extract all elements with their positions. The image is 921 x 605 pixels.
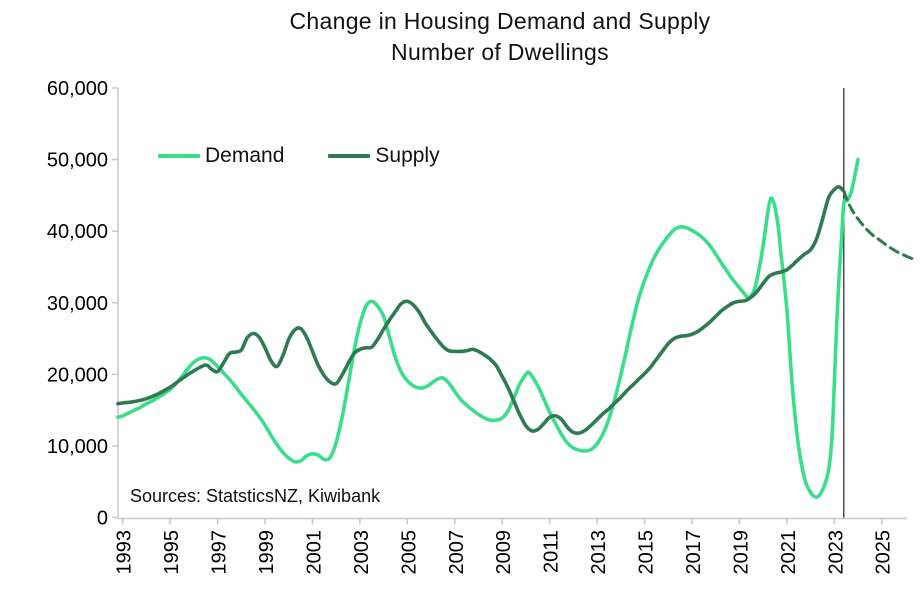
supply-line-swatch <box>328 154 371 158</box>
y-tick-label: 50,000 <box>47 150 108 172</box>
chart-subtitle: Number of Dwellings <box>391 39 609 65</box>
x-tick-label: 2007 <box>446 530 468 575</box>
x-tick-label: 2015 <box>636 530 658 575</box>
source-note: Sources: StatsticsNZ, Kiwibank <box>130 486 381 506</box>
supply-forecast-line <box>842 189 916 261</box>
chart-title: Change in Housing Demand and Supply <box>289 8 711 34</box>
supply-line <box>116 184 846 436</box>
y-tick-label: 40,000 <box>47 221 108 243</box>
x-tick-label: 2017 <box>683 530 705 575</box>
y-tick-label: 20,000 <box>47 364 108 386</box>
y-tick-label: 10,000 <box>47 436 108 458</box>
x-tick-label: 2011 <box>541 530 563 573</box>
x-tick-label: 2019 <box>730 530 752 575</box>
x-tick-label: 1997 <box>209 530 231 575</box>
demand-legend-label: Demand <box>205 144 285 167</box>
y-tick-label: 30,000 <box>47 293 108 315</box>
x-tick-label: 1993 <box>114 530 136 575</box>
legend: Demand Supply <box>158 144 440 168</box>
y-tick-label: 60,000 <box>47 78 108 100</box>
legend-item-demand: Demand <box>158 144 284 168</box>
x-tick-label: 2005 <box>398 530 420 575</box>
x-tick-label: 2021 <box>778 530 800 575</box>
x-tick-label: 2025 <box>873 530 895 575</box>
legend-item-supply: Supply <box>328 144 440 168</box>
x-tick-label: 1995 <box>161 530 183 575</box>
y-tick-label: 0 <box>97 508 108 530</box>
x-tick-label: 2003 <box>351 530 373 575</box>
demand-line-swatch <box>158 154 200 158</box>
x-tick-label: 1999 <box>256 530 278 575</box>
chart-title-block: Change in Housing Demand and Supply Numb… <box>100 6 900 68</box>
x-tick-label: 2009 <box>493 530 515 575</box>
x-tick-label: 2001 <box>303 530 325 575</box>
demand-line <box>116 157 860 499</box>
supply-legend-label: Supply <box>375 144 440 167</box>
x-tick-label: 2013 <box>588 530 610 575</box>
x-tick-label: 2023 <box>825 530 847 575</box>
